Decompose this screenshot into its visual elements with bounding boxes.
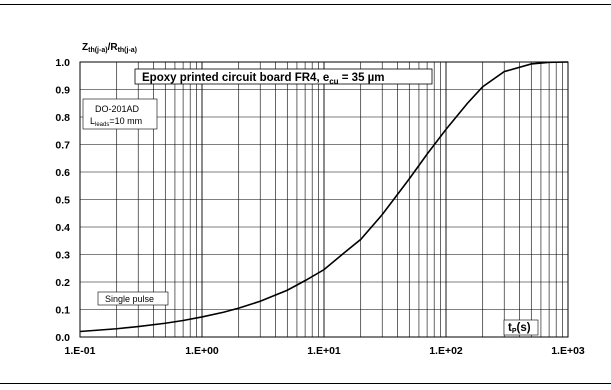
x-tick-label: 1.E+00 [185, 345, 219, 357]
y-tick-label: 0.5 [55, 195, 70, 207]
y-axis-label: Zth(j-a)/Rth(j-a) [82, 42, 137, 54]
x-tick-label: 1.E+01 [307, 345, 341, 357]
package-box [82, 98, 158, 130]
y-tick-label: 0.8 [55, 112, 70, 124]
y-tick-label: 0.0 [55, 332, 70, 344]
bottom-rule [0, 383, 611, 384]
pulse-label: Single pulse [105, 294, 154, 304]
package-label: DO-201AD [95, 104, 140, 114]
leads-label: Lleads=10 mm [90, 116, 142, 128]
y-tick-label: 0.4 [55, 222, 70, 234]
top-rule [0, 4, 611, 5]
y-tick-label: 0.7 [55, 140, 70, 152]
x-tick-label: 1.E+03 [551, 345, 585, 357]
plot-frame [79, 61, 569, 338]
y-tick-label: 0.3 [55, 250, 70, 262]
x-tick-label: 1.E-01 [65, 345, 96, 357]
y-tick-labels: 0.0 0.1 0.2 0.3 0.4 0.5 0.6 0.7 0.8 0.9 1.0 [55, 57, 70, 344]
x-axis-label: tP(s) [508, 322, 531, 335]
chart-title: Epoxy printed circuit board FR4, ecu = 3… [142, 72, 385, 86]
x-tick-labels: 1.E-01 1.E+00 1.E+01 1.E+02 1.E+03 [65, 345, 585, 357]
y-tick-label: 0.6 [55, 167, 70, 179]
y-tick-label: 0.1 [55, 305, 70, 317]
title-box [134, 68, 433, 85]
x-axis-label-box [503, 319, 539, 336]
pulse-box [97, 291, 169, 306]
y-tick-label: 1.0 [55, 57, 70, 69]
x-tick-label: 1.E+02 [429, 345, 463, 357]
y-tick-label: 0.9 [55, 85, 70, 97]
y-tick-label: 0.2 [55, 277, 70, 289]
series-line [79, 61, 569, 333]
